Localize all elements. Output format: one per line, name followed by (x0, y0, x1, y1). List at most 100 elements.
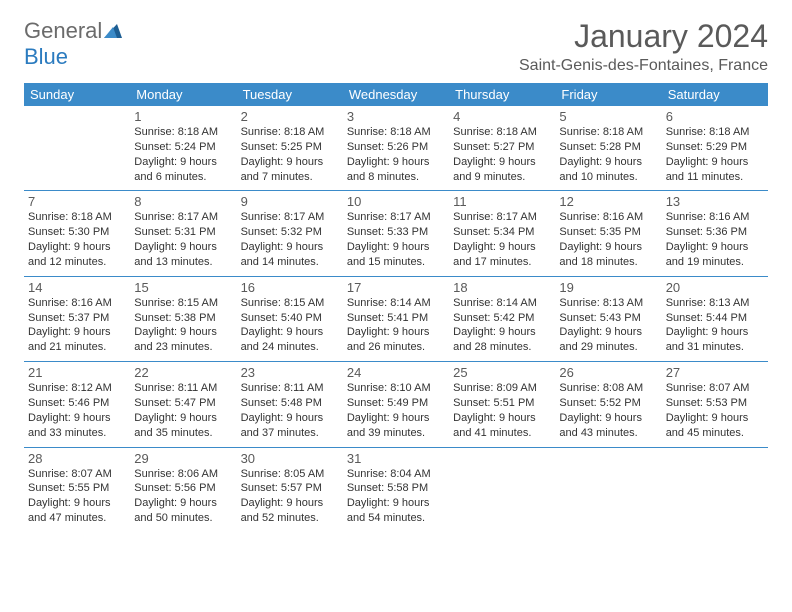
calendar-cell: 14Sunrise: 8:16 AMSunset: 5:37 PMDayligh… (24, 276, 130, 361)
day-number: 6 (666, 109, 764, 124)
day-number: 11 (453, 194, 551, 209)
day-details: Sunrise: 8:14 AMSunset: 5:42 PMDaylight:… (453, 296, 551, 355)
day-number: 9 (241, 194, 339, 209)
day-details: Sunrise: 8:18 AMSunset: 5:26 PMDaylight:… (347, 125, 445, 184)
day-details: Sunrise: 8:17 AMSunset: 5:34 PMDaylight:… (453, 210, 551, 269)
calendar-cell (662, 447, 768, 532)
day-details: Sunrise: 8:16 AMSunset: 5:37 PMDaylight:… (28, 296, 126, 355)
calendar-table: SundayMondayTuesdayWednesdayThursdayFrid… (24, 83, 768, 532)
weekday-header: Tuesday (237, 83, 343, 106)
calendar-cell: 11Sunrise: 8:17 AMSunset: 5:34 PMDayligh… (449, 191, 555, 276)
day-details: Sunrise: 8:11 AMSunset: 5:48 PMDaylight:… (241, 381, 339, 440)
day-number: 26 (559, 365, 657, 380)
calendar-cell: 20Sunrise: 8:13 AMSunset: 5:44 PMDayligh… (662, 276, 768, 361)
calendar-cell: 27Sunrise: 8:07 AMSunset: 5:53 PMDayligh… (662, 362, 768, 447)
day-details: Sunrise: 8:18 AMSunset: 5:29 PMDaylight:… (666, 125, 764, 184)
calendar-cell: 24Sunrise: 8:10 AMSunset: 5:49 PMDayligh… (343, 362, 449, 447)
day-details: Sunrise: 8:05 AMSunset: 5:57 PMDaylight:… (241, 467, 339, 526)
logo-part1: General (24, 18, 102, 43)
day-details: Sunrise: 8:13 AMSunset: 5:43 PMDaylight:… (559, 296, 657, 355)
day-number: 31 (347, 451, 445, 466)
calendar-cell: 4Sunrise: 8:18 AMSunset: 5:27 PMDaylight… (449, 106, 555, 191)
day-details: Sunrise: 8:07 AMSunset: 5:55 PMDaylight:… (28, 467, 126, 526)
calendar-header: SundayMondayTuesdayWednesdayThursdayFrid… (24, 83, 768, 106)
day-details: Sunrise: 8:17 AMSunset: 5:31 PMDaylight:… (134, 210, 232, 269)
day-number: 8 (134, 194, 232, 209)
calendar-cell: 16Sunrise: 8:15 AMSunset: 5:40 PMDayligh… (237, 276, 343, 361)
day-details: Sunrise: 8:16 AMSunset: 5:36 PMDaylight:… (666, 210, 764, 269)
calendar-cell: 1Sunrise: 8:18 AMSunset: 5:24 PMDaylight… (130, 106, 236, 191)
calendar-cell: 19Sunrise: 8:13 AMSunset: 5:43 PMDayligh… (555, 276, 661, 361)
logo-text: GeneralBlue (24, 18, 122, 70)
calendar-cell (555, 447, 661, 532)
day-details: Sunrise: 8:15 AMSunset: 5:40 PMDaylight:… (241, 296, 339, 355)
day-number: 1 (134, 109, 232, 124)
day-number: 21 (28, 365, 126, 380)
day-details: Sunrise: 8:09 AMSunset: 5:51 PMDaylight:… (453, 381, 551, 440)
day-details: Sunrise: 8:17 AMSunset: 5:33 PMDaylight:… (347, 210, 445, 269)
day-details: Sunrise: 8:14 AMSunset: 5:41 PMDaylight:… (347, 296, 445, 355)
day-number: 28 (28, 451, 126, 466)
weekday-header: Sunday (24, 83, 130, 106)
calendar-cell: 9Sunrise: 8:17 AMSunset: 5:32 PMDaylight… (237, 191, 343, 276)
day-number: 12 (559, 194, 657, 209)
weekday-header: Saturday (662, 83, 768, 106)
calendar-cell: 10Sunrise: 8:17 AMSunset: 5:33 PMDayligh… (343, 191, 449, 276)
day-number: 30 (241, 451, 339, 466)
day-details: Sunrise: 8:15 AMSunset: 5:38 PMDaylight:… (134, 296, 232, 355)
day-number: 18 (453, 280, 551, 295)
day-number: 15 (134, 280, 232, 295)
day-number: 5 (559, 109, 657, 124)
day-number: 10 (347, 194, 445, 209)
calendar-cell: 7Sunrise: 8:18 AMSunset: 5:30 PMDaylight… (24, 191, 130, 276)
calendar-cell: 25Sunrise: 8:09 AMSunset: 5:51 PMDayligh… (449, 362, 555, 447)
day-details: Sunrise: 8:10 AMSunset: 5:49 PMDaylight:… (347, 381, 445, 440)
calendar-cell: 31Sunrise: 8:04 AMSunset: 5:58 PMDayligh… (343, 447, 449, 532)
weekday-header: Monday (130, 83, 236, 106)
triangle-icon (104, 18, 122, 44)
calendar-cell (449, 447, 555, 532)
calendar-cell: 17Sunrise: 8:14 AMSunset: 5:41 PMDayligh… (343, 276, 449, 361)
day-details: Sunrise: 8:18 AMSunset: 5:30 PMDaylight:… (28, 210, 126, 269)
day-details: Sunrise: 8:11 AMSunset: 5:47 PMDaylight:… (134, 381, 232, 440)
calendar-cell: 6Sunrise: 8:18 AMSunset: 5:29 PMDaylight… (662, 106, 768, 191)
day-details: Sunrise: 8:13 AMSunset: 5:44 PMDaylight:… (666, 296, 764, 355)
day-details: Sunrise: 8:12 AMSunset: 5:46 PMDaylight:… (28, 381, 126, 440)
day-details: Sunrise: 8:18 AMSunset: 5:28 PMDaylight:… (559, 125, 657, 184)
day-number: 4 (453, 109, 551, 124)
day-details: Sunrise: 8:06 AMSunset: 5:56 PMDaylight:… (134, 467, 232, 526)
calendar-cell: 18Sunrise: 8:14 AMSunset: 5:42 PMDayligh… (449, 276, 555, 361)
day-number: 23 (241, 365, 339, 380)
location: Saint-Genis-des-Fontaines, France (519, 57, 768, 75)
title-block: January 2024 Saint-Genis-des-Fontaines, … (519, 18, 768, 75)
header: GeneralBlue January 2024 Saint-Genis-des… (24, 18, 768, 75)
day-number: 3 (347, 109, 445, 124)
calendar-cell: 26Sunrise: 8:08 AMSunset: 5:52 PMDayligh… (555, 362, 661, 447)
calendar-cell: 28Sunrise: 8:07 AMSunset: 5:55 PMDayligh… (24, 447, 130, 532)
day-details: Sunrise: 8:04 AMSunset: 5:58 PMDaylight:… (347, 467, 445, 526)
weekday-header: Friday (555, 83, 661, 106)
day-details: Sunrise: 8:18 AMSunset: 5:27 PMDaylight:… (453, 125, 551, 184)
calendar-cell: 22Sunrise: 8:11 AMSunset: 5:47 PMDayligh… (130, 362, 236, 447)
day-number: 14 (28, 280, 126, 295)
day-details: Sunrise: 8:17 AMSunset: 5:32 PMDaylight:… (241, 210, 339, 269)
calendar-cell: 29Sunrise: 8:06 AMSunset: 5:56 PMDayligh… (130, 447, 236, 532)
day-details: Sunrise: 8:08 AMSunset: 5:52 PMDaylight:… (559, 381, 657, 440)
day-number: 24 (347, 365, 445, 380)
day-number: 29 (134, 451, 232, 466)
day-details: Sunrise: 8:18 AMSunset: 5:24 PMDaylight:… (134, 125, 232, 184)
weekday-header: Wednesday (343, 83, 449, 106)
calendar-cell: 15Sunrise: 8:15 AMSunset: 5:38 PMDayligh… (130, 276, 236, 361)
day-number: 13 (666, 194, 764, 209)
calendar-cell: 13Sunrise: 8:16 AMSunset: 5:36 PMDayligh… (662, 191, 768, 276)
day-details: Sunrise: 8:16 AMSunset: 5:35 PMDaylight:… (559, 210, 657, 269)
day-number: 2 (241, 109, 339, 124)
calendar-cell: 5Sunrise: 8:18 AMSunset: 5:28 PMDaylight… (555, 106, 661, 191)
calendar-cell: 30Sunrise: 8:05 AMSunset: 5:57 PMDayligh… (237, 447, 343, 532)
calendar-cell: 2Sunrise: 8:18 AMSunset: 5:25 PMDaylight… (237, 106, 343, 191)
calendar-cell: 21Sunrise: 8:12 AMSunset: 5:46 PMDayligh… (24, 362, 130, 447)
day-number: 22 (134, 365, 232, 380)
day-number: 17 (347, 280, 445, 295)
calendar-cell: 3Sunrise: 8:18 AMSunset: 5:26 PMDaylight… (343, 106, 449, 191)
day-number: 25 (453, 365, 551, 380)
